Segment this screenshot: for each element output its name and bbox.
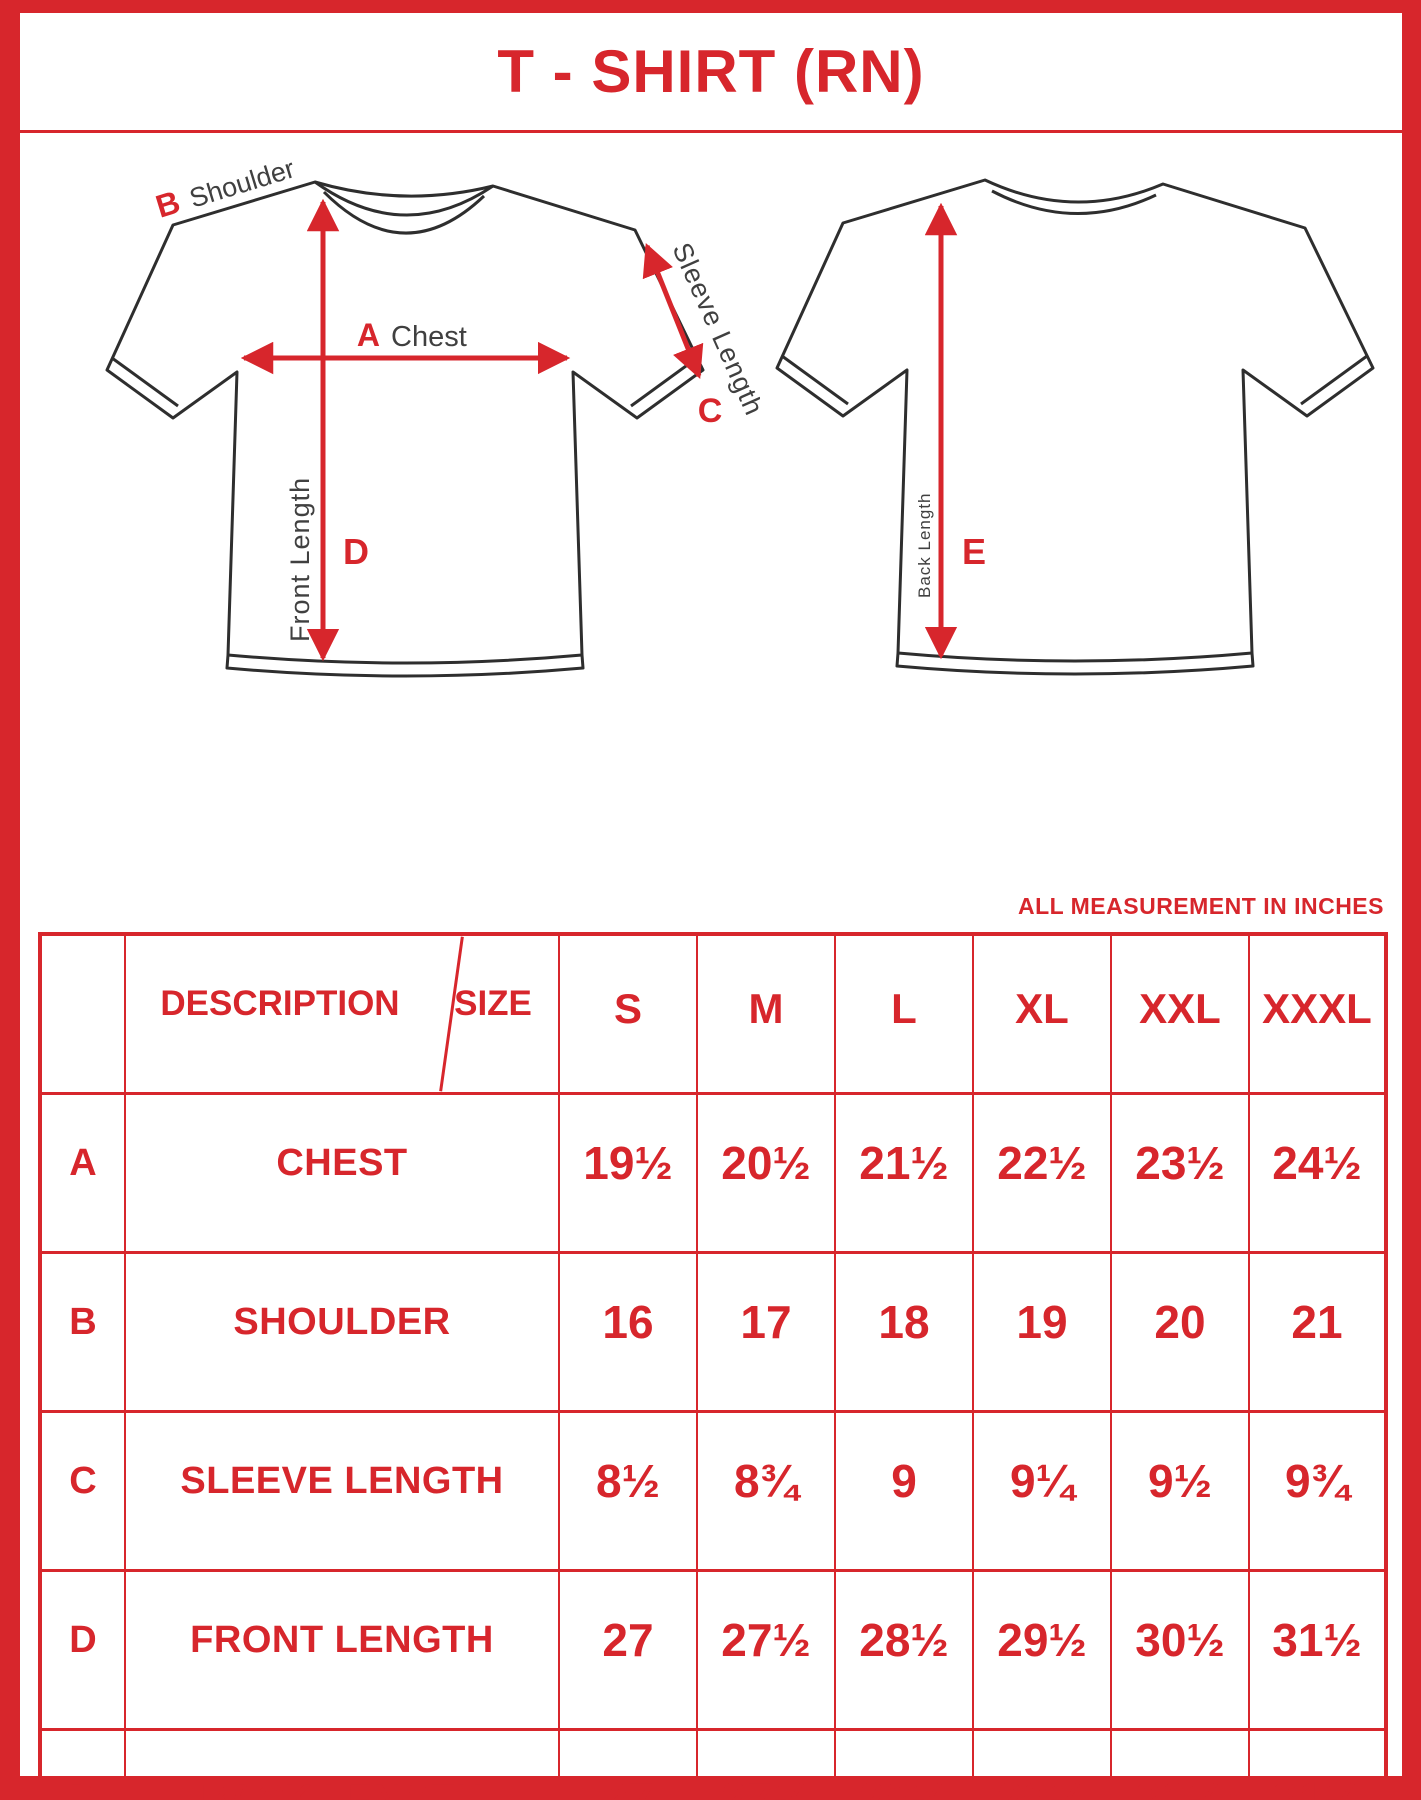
value-cell: 8½ [558, 1410, 698, 1572]
value-cell: 8¾ [696, 1410, 836, 1572]
row-letter: C [39, 1410, 126, 1572]
value-cell: 19½ [558, 1092, 698, 1254]
value-cell: 9¼ [972, 1410, 1112, 1572]
size-col-l: L [834, 932, 974, 1095]
front-shirt-diagram: B Shoulder A Chest Front Length D Sleeve… [105, 153, 760, 678]
row-label: BACK LENGTH [124, 1728, 560, 1800]
value-cell: 27½ [696, 1569, 836, 1731]
chest-letter: A [357, 317, 380, 353]
value-cell: 9½ [1110, 1410, 1250, 1572]
value-cell: 29½ [972, 1728, 1112, 1800]
row-letter: A [39, 1092, 126, 1254]
value-cell: 21 [1248, 1251, 1387, 1413]
table-row-shoulder: B SHOULDER 16 17 18 19 20 21 [39, 1251, 1387, 1413]
description-header: DESCRIPTION [160, 984, 400, 1023]
value-cell: 9¾ [1248, 1410, 1387, 1572]
table-header-row: DESCRIPTION SIZE S M L XL XXL XXXL [39, 932, 1387, 1095]
table-row-chest: A CHEST 19½ 20½ 21½ 22½ 23½ 24½ [39, 1092, 1387, 1254]
sleeve-length-letter: C [698, 392, 723, 430]
value-cell: 16 [558, 1251, 698, 1413]
size-col-s: S [558, 932, 698, 1095]
value-cell: 19 [972, 1251, 1112, 1413]
value-cell: 23½ [1110, 1092, 1250, 1254]
size-col-xxl: XXL [1110, 932, 1250, 1095]
front-measure-arrows [240, 198, 704, 662]
back-length-letter: E [962, 531, 986, 572]
size-col-m: M [696, 932, 836, 1095]
header-divider [20, 130, 1402, 133]
header: T - SHIRT (RN) [20, 13, 1402, 130]
row-label: FRONT LENGTH [124, 1569, 560, 1731]
table-row-sleeve-length: C SLEEVE LENGTH 8½ 8¾ 9 9¼ 9½ 9¾ [39, 1410, 1387, 1572]
value-cell: 20½ [696, 1092, 836, 1254]
right-red-band [1402, 0, 1421, 1800]
value-cell: 24½ [1248, 1092, 1387, 1254]
row-label: SHOULDER [124, 1251, 560, 1413]
units-note: ALL MEASUREMENT IN INCHES [1017, 893, 1384, 919]
size-col-xl: XL [972, 932, 1112, 1095]
table-row-back-length: D BACK LENGTH 27 27½ 28½ 29½ 30½ 31½ [39, 1728, 1387, 1800]
value-cell: 18 [834, 1251, 974, 1413]
size-table: DESCRIPTION SIZE S M L XL XXL XXXL A CHE… [38, 932, 1388, 1800]
value-cell: 9 [834, 1410, 974, 1572]
value-cell: 21½ [834, 1092, 974, 1254]
value-cell: 17 [696, 1251, 836, 1413]
front-length-letter: D [343, 531, 369, 572]
size-header: SIZE [454, 984, 532, 1023]
shoulder-letter: B [152, 184, 185, 225]
row-label: SLEEVE LENGTH [124, 1410, 560, 1572]
back-shirt-diagram: Back Length E [775, 178, 1375, 676]
front-shirt-outline [105, 180, 705, 678]
row-letter: B [39, 1251, 126, 1413]
table-row-front-length: D FRONT LENGTH 27 27½ 28½ 29½ 30½ 31½ [39, 1569, 1387, 1731]
value-cell: 22½ [972, 1092, 1112, 1254]
corner-cell [39, 932, 126, 1095]
size-col-xxxl: XXXL [1248, 932, 1387, 1095]
row-letter: D [39, 1569, 126, 1731]
row-letter: D [39, 1728, 126, 1800]
page-title: T - SHIRT (RN) [497, 38, 925, 105]
back-length-label: Back Length [915, 492, 934, 598]
value-cell: 28½ [834, 1569, 974, 1731]
value-cell: 31½ [1248, 1728, 1387, 1800]
value-cell: 27 [558, 1728, 698, 1800]
left-red-band [0, 0, 20, 1800]
value-cell: 28½ [834, 1728, 974, 1800]
row-label: CHEST [124, 1092, 560, 1254]
sleeve-length-arrow [642, 242, 704, 380]
description-size-cell: DESCRIPTION SIZE [124, 932, 560, 1095]
back-shirt-outline [775, 178, 1375, 676]
value-cell: 29½ [972, 1569, 1112, 1731]
front-length-label: Front Length [285, 477, 315, 642]
chest-label: Chest [391, 321, 467, 353]
value-cell: 27½ [696, 1728, 836, 1800]
top-red-band [0, 0, 1421, 13]
value-cell: 30½ [1110, 1569, 1250, 1731]
value-cell: 20 [1110, 1251, 1250, 1413]
value-cell: 31½ [1248, 1569, 1387, 1731]
value-cell: 27 [558, 1569, 698, 1731]
value-cell: 30½ [1110, 1728, 1250, 1800]
